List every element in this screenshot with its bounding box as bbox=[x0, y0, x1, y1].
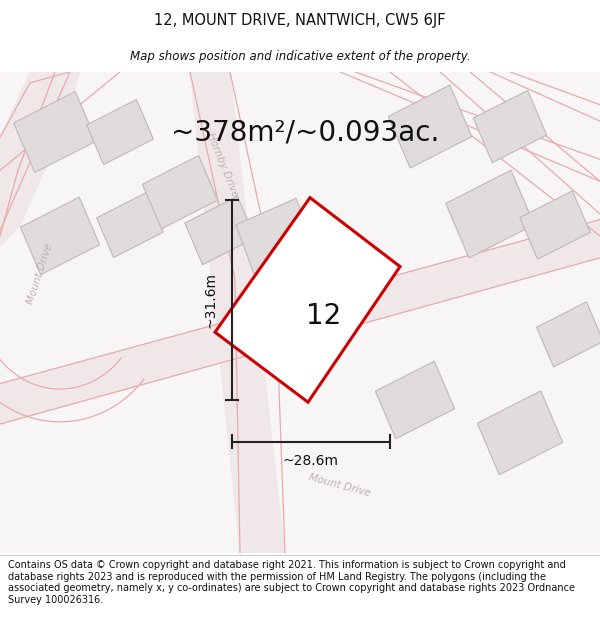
Polygon shape bbox=[190, 72, 285, 553]
Text: ~31.6m: ~31.6m bbox=[203, 272, 217, 328]
Polygon shape bbox=[215, 198, 400, 402]
Polygon shape bbox=[536, 302, 600, 367]
Polygon shape bbox=[86, 99, 154, 164]
Polygon shape bbox=[388, 85, 472, 168]
Polygon shape bbox=[236, 198, 314, 274]
Text: Mount Drive: Mount Drive bbox=[25, 242, 55, 306]
Polygon shape bbox=[477, 391, 563, 475]
Polygon shape bbox=[473, 91, 547, 162]
Text: 12: 12 bbox=[305, 302, 341, 330]
Polygon shape bbox=[97, 192, 163, 258]
Polygon shape bbox=[20, 197, 100, 275]
Polygon shape bbox=[0, 72, 600, 553]
Text: Mount Drive: Mount Drive bbox=[308, 472, 372, 498]
Polygon shape bbox=[0, 72, 80, 247]
Polygon shape bbox=[185, 196, 255, 265]
Polygon shape bbox=[376, 361, 455, 439]
Polygon shape bbox=[520, 191, 590, 259]
Text: Contains OS data © Crown copyright and database right 2021. This information is : Contains OS data © Crown copyright and d… bbox=[8, 560, 575, 605]
Polygon shape bbox=[14, 91, 97, 172]
Polygon shape bbox=[142, 156, 218, 229]
Text: ~378m²/~0.093ac.: ~378m²/~0.093ac. bbox=[171, 118, 439, 146]
Text: Hornby Drive: Hornby Drive bbox=[205, 131, 239, 199]
Polygon shape bbox=[0, 219, 600, 424]
Text: ~28.6m: ~28.6m bbox=[283, 454, 339, 468]
Polygon shape bbox=[446, 170, 534, 258]
Text: Map shows position and indicative extent of the property.: Map shows position and indicative extent… bbox=[130, 49, 470, 62]
Text: 12, MOUNT DRIVE, NANTWICH, CW5 6JF: 12, MOUNT DRIVE, NANTWICH, CW5 6JF bbox=[154, 12, 446, 28]
